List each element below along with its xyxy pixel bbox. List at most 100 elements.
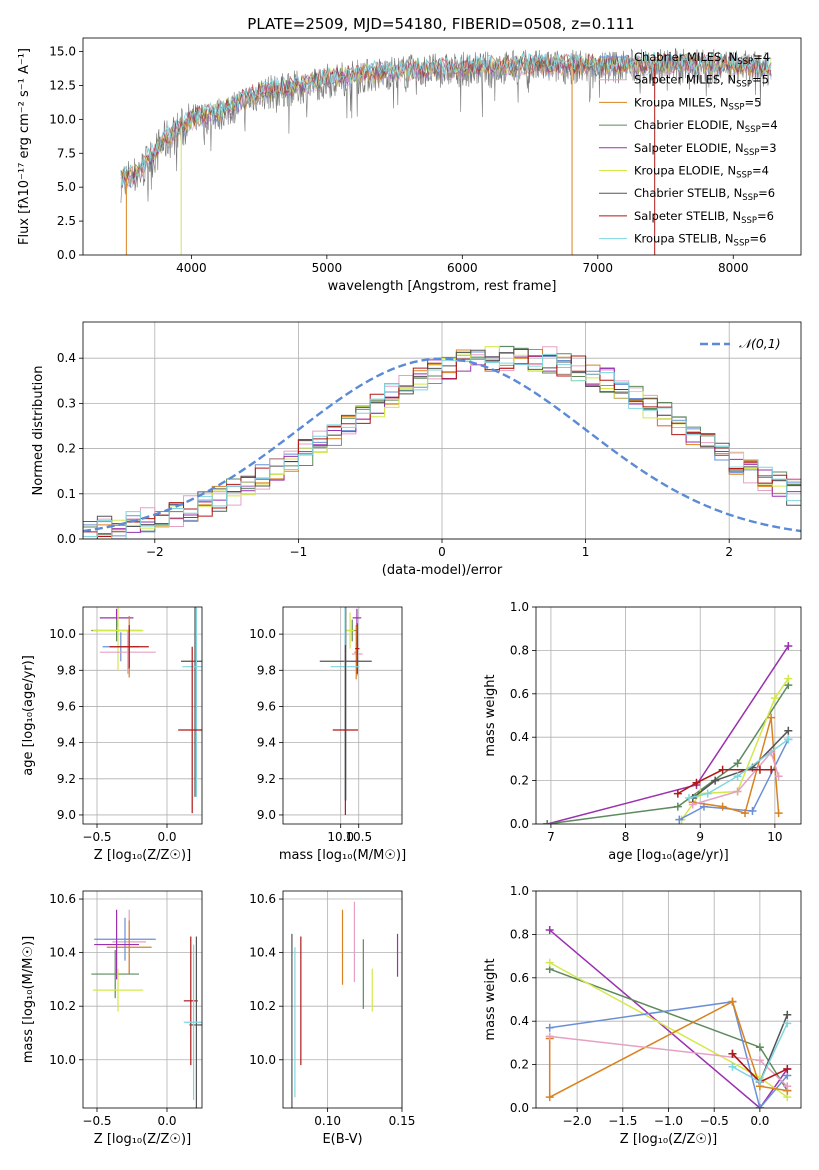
y-tick-label: 0.2 [510,1058,529,1072]
weight-series-line [692,730,789,799]
axes-frame [82,321,802,540]
x-tick-label: 9 [696,830,704,844]
axes-mass-vs-Z: −0.5 0.0 10.0 10.2 10.4 10.6 Z [log₁₀(Z/Z☉)] ma… [21,890,203,1147]
legend-entry: Chabrier STELIB, NSSP=6 [634,186,775,203]
x-tick-label: −1 [290,545,308,559]
y-tick-label: 1.0 [510,884,529,898]
weight-marker [774,772,783,781]
plot-area [319,607,372,815]
x-axis-label: Z [log₁₀(Z/Z☉)] [620,1132,717,1147]
legend-subscript: SSP [736,80,752,90]
y-tick-label: 10.0 [49,1053,76,1067]
y-tick-label: 10.0 [249,1053,276,1067]
legend-value: =6 [749,232,766,246]
axes-frame [82,606,203,825]
spectrum-legend: Chabrier MILES, NSSP=4 Salpeter MILES, NS… [599,50,778,249]
y-tick-label: 10.2 [49,999,76,1013]
y-tick-label: 10.2 [249,999,276,1013]
weight-marker [784,642,793,651]
y-tick-label: 0.6 [510,687,529,701]
y-axis-label: Normed distribution [31,366,46,496]
legend-subscript: SSP [729,102,745,112]
x-tick-label: 0.0 [157,1114,176,1128]
weight-marker [675,815,684,824]
axes-frame [82,37,802,256]
weight-marker [783,1019,792,1028]
figure-title: PLATE=2509, MJD=54180, FIBERID=0508, z=0… [247,15,634,33]
weight-marker [733,787,742,796]
weight-marker [784,735,793,744]
x-tick-label: −0.5 [82,1114,111,1128]
y-axis-label: mass weight [483,674,498,756]
weight-marker [711,776,720,785]
legend-value: =5 [744,95,761,109]
weight-marker [545,958,554,967]
y-tick-label: 0.4 [510,1014,529,1028]
x-tick-label: −1.5 [608,1114,637,1128]
legend-subscript: SSP [734,239,750,249]
y-axis-label: mass [log₁₀(M/M☉)] [21,936,36,1063]
x-tick-label: 10.0 [327,830,354,844]
histogram-series [83,353,801,539]
x-tick-label: 6000 [447,261,478,275]
axes-residuals: −2 −1 0 1 2 0.0 0.1 0.2 0.3 0.4 (data-model)/error… [31,321,802,578]
legend-entry: Salpeter ELODIE, NSSP=3 [634,141,777,158]
weight-marker [673,802,682,811]
x-tick-label: 7 [547,830,555,844]
legend-value: =4 [761,118,778,132]
weight-marker [784,726,793,735]
legend-value: =6 [757,209,774,223]
x-axis-label: age [log₁₀(age/yr)] [608,848,729,863]
legend-value: =4 [753,50,770,64]
weight-series-line [547,684,789,824]
axes-frame [535,606,802,825]
legend-subscript: SSP [744,148,760,158]
y-tick-label: 9.8 [257,663,276,677]
legend-value: =6 [758,186,775,200]
legend-subscript: SSP [741,216,757,226]
x-tick-label: −1.0 [654,1114,683,1128]
x-tick-label: 5000 [312,261,343,275]
x-axis-label: (data-model)/error [382,563,503,578]
x-tick-label: 8 [622,830,630,844]
model-spectrum [120,52,772,181]
y-tick-label: 9.2 [57,772,76,786]
x-axis-label: Z [log₁₀(Z/Z☉)] [94,848,191,863]
axes-frame [535,890,802,1109]
weight-marker [545,1023,554,1032]
x-tick-label: −2.0 [563,1114,592,1128]
x-tick-label: 7000 [583,261,614,275]
weight-marker [733,772,742,781]
plot-area [91,909,202,1108]
plot-area [83,345,801,539]
axes-frame [282,890,403,1109]
y-tick-label: 0.8 [510,643,529,657]
y-tick-label: 7.5 [57,146,76,160]
weight-marker [733,759,742,768]
normal-curve [83,357,801,533]
weight-marker [545,926,554,935]
legend-entry: Kroupa STELIB, NSSP=6 [634,232,766,249]
weight-marker [748,806,757,815]
x-axis-label: wavelength [Angstrom, rest frame] [328,279,557,294]
x-tick-label: 8000 [718,261,749,275]
weight-marker [673,789,682,798]
axes-weight-vs-age: 7 8 9 10 0.0 0.2 0.4 0.6 0.8 1.0 age [log₁₀(age/yr… [483,600,802,863]
x-tick-label: −2 [146,545,164,559]
y-tick-label: 10.0 [49,627,76,641]
y-tick-label: 0.0 [57,532,76,546]
axes-mass-vs-ebv: 0.10 0.15 10.0 10.2 10.4 10.6 E(B-V) [249,890,415,1147]
weight-marker [783,1064,792,1073]
x-tick-label: 0 [438,545,446,559]
weight-marker [767,765,776,774]
x-tick-label: 10 [767,830,782,844]
y-tick-label: 0.6 [510,971,529,985]
y-tick-label: 2.5 [57,214,76,228]
y-tick-label: 0.0 [510,817,529,831]
plot-area [545,926,792,1108]
weight-series-line [688,738,789,799]
x-axis-label: mass [log₁₀(M/M☉)] [279,848,406,863]
x-tick-label: 0.0 [157,830,176,844]
y-axis-label: Flux [fλ10⁻¹⁷ erg cm⁻² s⁻¹ A⁻¹] [17,48,32,245]
y-tick-label: 0.0 [510,1101,529,1115]
